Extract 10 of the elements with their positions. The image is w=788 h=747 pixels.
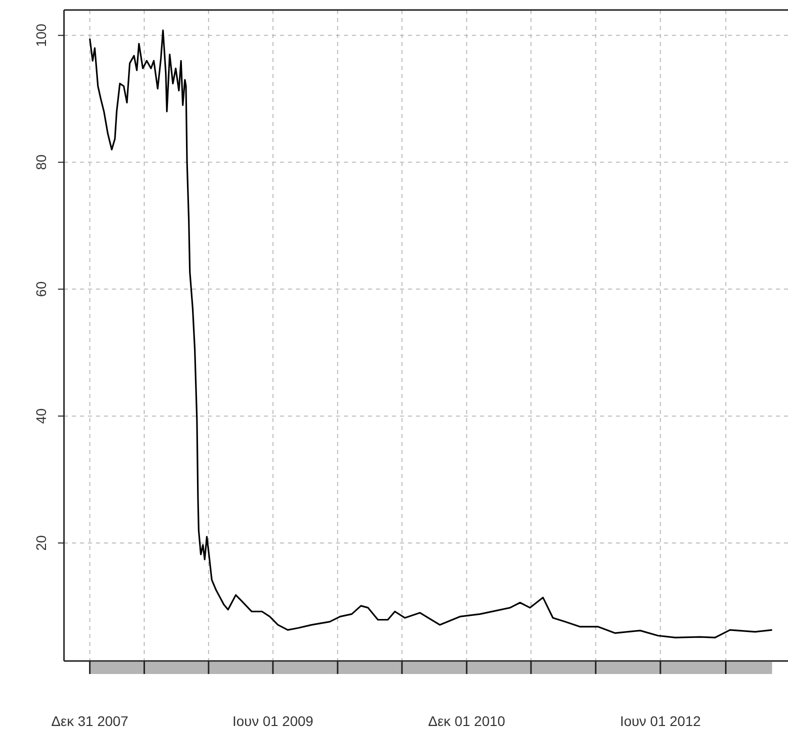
y-tick-label: 60 <box>33 281 49 297</box>
x-tick-label: Ιουν 01 2012 <box>620 713 702 729</box>
y-tick-label: 20 <box>33 534 49 551</box>
x-tick-label: Ιουν 01 2009 <box>232 713 314 729</box>
y-tick-label: 80 <box>33 154 49 170</box>
y-tick-label: 40 <box>33 408 49 424</box>
y-tick-label: 100 <box>33 23 49 48</box>
x-tick-label: Δεκ 01 2010 <box>428 713 506 729</box>
x-tick-label: Δεκ 31 2007 <box>51 713 129 729</box>
line-series <box>89 30 773 638</box>
